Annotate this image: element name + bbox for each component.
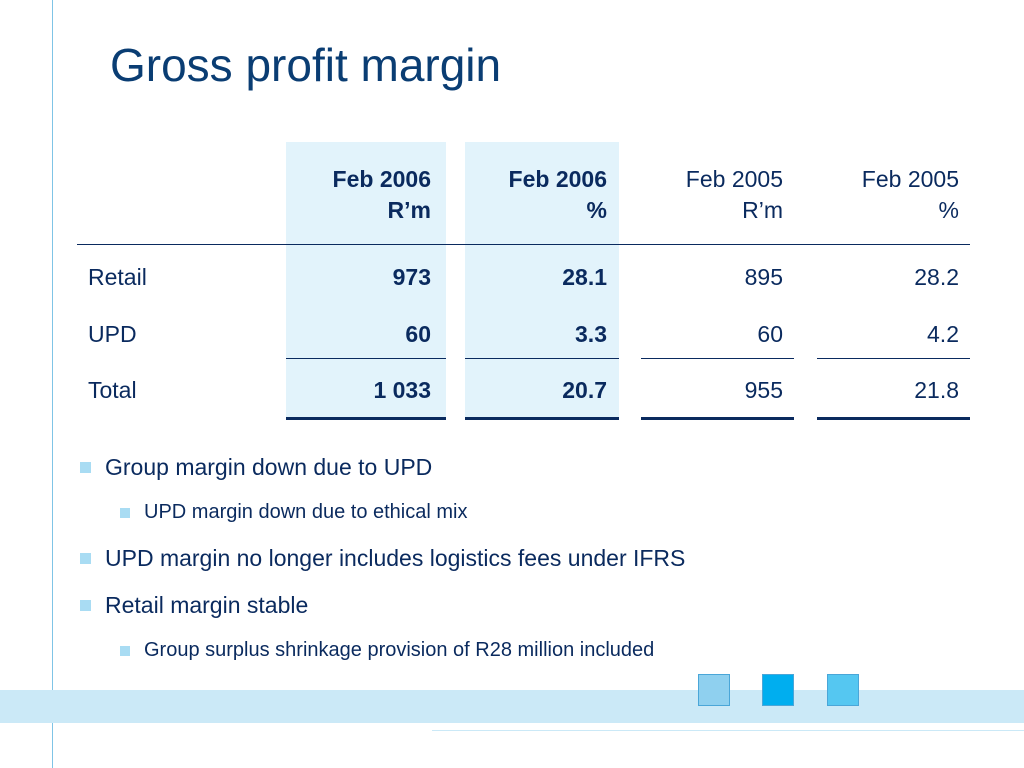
- footer-line: [432, 730, 1024, 731]
- header-line2: %: [586, 197, 607, 223]
- bullet-text: UPD margin down due to ethical mix: [144, 501, 468, 523]
- cell-total-feb2006-pct: 20.7: [562, 377, 607, 403]
- footer-band: [0, 690, 1024, 723]
- total-rule: [465, 417, 619, 420]
- total-rule: [641, 417, 794, 420]
- sub-bullet-item: UPD margin down due to ethical mix: [120, 501, 467, 524]
- page-title: Gross profit margin: [110, 39, 502, 91]
- header-rule: [77, 244, 970, 245]
- subtotal-rule: [641, 358, 794, 359]
- header-line1: Feb 2005: [685, 166, 783, 192]
- row-label-retail: Retail: [88, 264, 147, 290]
- left-vertical-rule: [52, 0, 53, 768]
- header-feb2005-pct: Feb 2005 %: [817, 164, 959, 226]
- decorative-square: [827, 674, 859, 706]
- bullet-item: UPD margin no longer includes logistics …: [80, 545, 685, 572]
- header-line2: R’m: [742, 197, 783, 223]
- square-bullet-icon: [80, 553, 91, 564]
- cell-upd-feb2005-pct: 4.2: [927, 321, 959, 347]
- header-line1: Feb 2006: [332, 166, 431, 192]
- decorative-square: [698, 674, 730, 706]
- header-line1: Feb 2006: [508, 166, 607, 192]
- row-label-total: Total: [88, 377, 137, 403]
- total-rule: [817, 417, 970, 420]
- cell-upd-feb2005-rm: 60: [757, 321, 783, 347]
- bullet-text: UPD margin no longer includes logistics …: [105, 545, 686, 571]
- cell-retail-feb2006-rm: 973: [392, 264, 431, 290]
- subtotal-rule: [286, 358, 446, 359]
- subtotal-rule: [817, 358, 970, 359]
- cell-upd-feb2006-rm: 60: [405, 321, 431, 347]
- row-label-upd: UPD: [88, 321, 137, 347]
- cell-total-feb2006-rm: 1 033: [373, 377, 431, 403]
- header-line2: R’m: [387, 197, 431, 223]
- sub-bullet-item: Group surplus shrinkage provision of R28…: [120, 639, 654, 662]
- square-bullet-icon: [120, 645, 130, 656]
- square-bullet-icon: [80, 462, 91, 473]
- header-feb2005-rm: Feb 2005 R’m: [641, 164, 783, 226]
- bullet-item: Retail margin stable: [80, 592, 308, 619]
- square-bullet-icon: [80, 600, 91, 611]
- header-line1: Feb 2005: [861, 166, 959, 192]
- column-shade-feb2006-rm: [286, 142, 446, 420]
- decorative-square: [762, 674, 794, 706]
- bullet-text: Group margin down due to UPD: [105, 454, 433, 480]
- header-line2: %: [938, 197, 959, 223]
- header-feb2006-rm: Feb 2006 R’m: [286, 164, 431, 226]
- square-bullet-icon: [120, 507, 130, 518]
- column-shade-feb2006-pct: [465, 142, 619, 420]
- cell-total-feb2005-pct: 21.8: [914, 377, 959, 403]
- bullet-text: Retail margin stable: [105, 592, 309, 618]
- cell-retail-feb2006-pct: 28.1: [562, 264, 607, 290]
- subtotal-rule: [465, 358, 619, 359]
- total-rule: [286, 417, 446, 420]
- cell-retail-feb2005-rm: 895: [744, 264, 783, 290]
- cell-retail-feb2005-pct: 28.2: [914, 264, 959, 290]
- cell-total-feb2005-rm: 955: [744, 377, 783, 403]
- bullet-text: Group surplus shrinkage provision of R28…: [144, 639, 655, 661]
- cell-upd-feb2006-pct: 3.3: [575, 321, 607, 347]
- header-feb2006-pct: Feb 2006 %: [465, 164, 607, 226]
- bullet-item: Group margin down due to UPD: [80, 454, 432, 481]
